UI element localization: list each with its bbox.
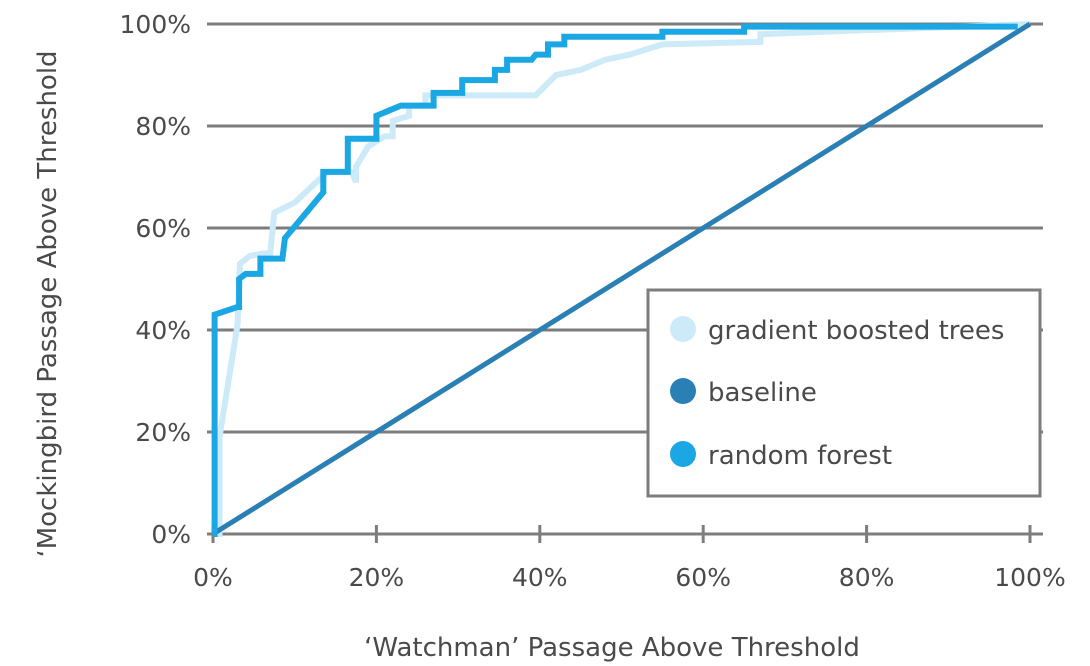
x-tick-label: 0% (193, 563, 233, 592)
legend: gradient boosted trees baseline random f… (646, 288, 1042, 498)
x-axis-ticks: 0% 20% 40% 60% 80% 100% (193, 525, 1066, 592)
legend-marker-baseline (670, 378, 696, 404)
series-line-gradient-boosted-trees (213, 21, 1031, 537)
y-tick-label: 80% (135, 112, 191, 141)
x-tick-label: 40% (512, 563, 568, 592)
y-tick-label: 100% (120, 10, 191, 39)
legend-label-baseline: baseline (708, 378, 817, 408)
x-tick-label: 20% (349, 563, 405, 592)
y-axis-ticks: 0% 20% 40% 60% 80% 100% (120, 10, 216, 549)
series-lines (211, 21, 1032, 537)
x-tick-label: 60% (675, 563, 731, 592)
y-tick-label: 40% (135, 316, 191, 345)
legend-marker-gradient-boosted-trees (670, 316, 696, 342)
y-axis-title: ‘Mockingbird Passage Above Threshold (33, 50, 63, 557)
y-tick-label: 0% (151, 520, 191, 549)
legend-label-random-forest: random forest (708, 441, 892, 471)
legend-label-gradient-boosted-trees: gradient boosted trees (708, 316, 1004, 346)
x-tick-label: 80% (839, 563, 895, 592)
series-line-baseline (211, 21, 1032, 537)
series-line-random-forest (211, 23, 1018, 537)
x-tick-label: 100% (994, 563, 1065, 592)
legend-marker-random-forest (670, 441, 696, 467)
y-tick-label: 60% (135, 214, 191, 243)
y-tick-label: 20% (135, 418, 191, 447)
x-axis-title: ‘Watchman’ Passage Above Threshold (364, 633, 860, 663)
legend-box (646, 288, 1042, 498)
